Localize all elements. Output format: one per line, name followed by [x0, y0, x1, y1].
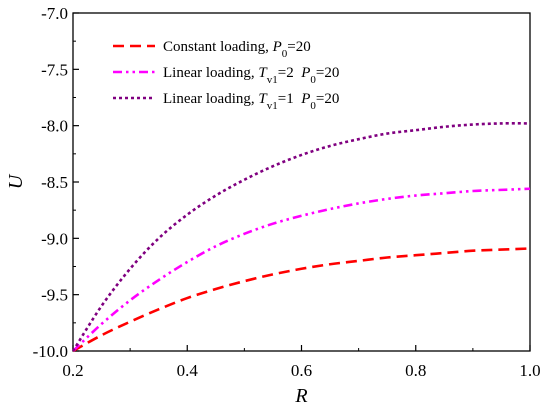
x-tick-label: 0.4 — [177, 361, 199, 380]
y-tick-label: -9.5 — [41, 286, 68, 305]
plot-frame — [72, 12, 531, 352]
legend-label-part: Constant loading, — [163, 39, 273, 55]
legend-label-part: P — [272, 39, 282, 55]
legend-label-2: Linear loading, Tv1=2 P0=20 — [163, 65, 339, 86]
x-tick-label: 0.6 — [291, 361, 312, 380]
legend-label-part: Linear loading, — [163, 65, 258, 81]
legend-label-part: =1 — [278, 91, 301, 107]
y-tick-label: -10.0 — [33, 342, 68, 361]
y-tick-label: -9.0 — [41, 229, 68, 248]
y-tick-label: -7.5 — [41, 60, 68, 79]
legend-label-part: v1 — [267, 100, 278, 112]
legend-label-part: =20 — [316, 65, 339, 81]
legend-label-part: T — [258, 91, 268, 107]
legend-label-3: Linear loading, Tv1=1 P0=20 — [163, 91, 339, 112]
legend-label-part: =20 — [316, 91, 339, 107]
series-layer — [71, 122, 531, 353]
y-tick-label: -7.0 — [41, 4, 68, 23]
legend-label-part: P — [300, 91, 310, 107]
series-line-1 — [72, 247, 531, 353]
legend-label-part: T — [258, 65, 268, 81]
legend-label-part: =20 — [287, 39, 310, 55]
legend-label-1: Constant loading, P0=20 — [163, 39, 311, 60]
legend-label-part: 0 — [310, 74, 316, 86]
x-tick-label: 0.8 — [405, 361, 426, 380]
axes-layer: 0.2 0.4 0.6 0.8 1.0 -10.0 -9.5 -9.0 -8.5 -8.0 -7.5… — [5, 4, 541, 407]
series-line-2 — [72, 187, 531, 352]
legend-label-part: Linear loading, — [163, 91, 258, 107]
legend-label-part: 0 — [310, 100, 316, 112]
x-axis-title: R — [294, 385, 307, 407]
x-tick-label: 0.2 — [62, 361, 83, 380]
legend-label-part: 0 — [282, 48, 288, 60]
legend-label-part: =2 — [278, 65, 301, 81]
y-tick-label: -8.5 — [41, 173, 68, 192]
x-tick-label: 1.0 — [519, 361, 540, 380]
y-tick-label: -8.0 — [41, 117, 68, 136]
legend-label-part: v1 — [267, 74, 278, 86]
legend-label-part: P — [300, 65, 310, 81]
y-axis-title: U — [5, 173, 27, 189]
series-line-3 — [71, 122, 531, 352]
